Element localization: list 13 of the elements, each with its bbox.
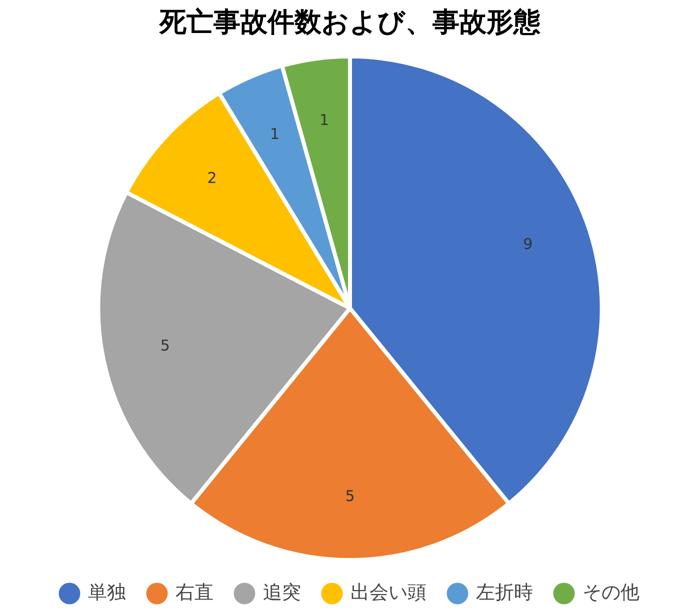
data-label: 1 [270,124,280,143]
data-label: 9 [523,234,533,253]
chart-title: 死亡事故件数および、事故形態 [158,7,542,38]
data-label: 2 [207,169,217,188]
legend-label: 単独 [88,581,126,604]
data-label: 5 [345,486,355,505]
legend-label: 出会い頭 [350,581,426,604]
legend-label: 右直 [176,581,214,604]
legend-label: 左折時 [476,581,533,604]
data-label: 5 [160,336,170,355]
legend-label: その他 [582,581,640,604]
legend-label: 追突 [263,581,301,604]
data-label: 1 [320,111,330,129]
